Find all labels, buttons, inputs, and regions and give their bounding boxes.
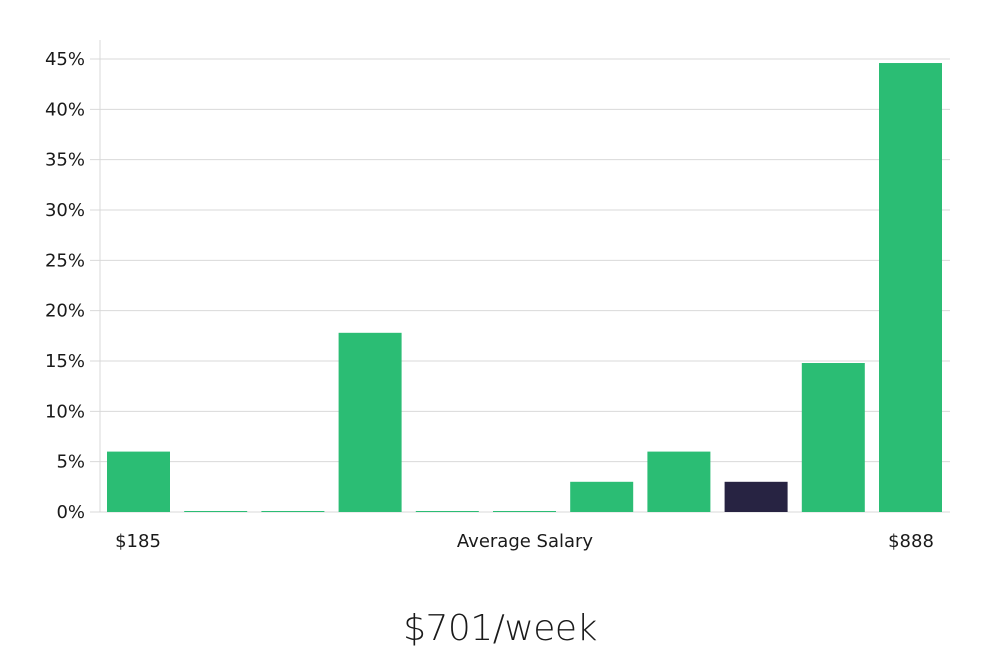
y-tick-label: 35% [45,150,85,171]
bar-highlighted [724,481,788,512]
bar [261,510,325,512]
x-axis-min-label: $185 [115,531,161,552]
x-axis-title: Average Salary [457,531,594,552]
bar [879,63,942,512]
y-axis-tick-labels: 0% 5% 10% 15% 20% 25% 30% 35% 40% 45% [45,49,85,523]
y-tick-label: 45% [45,49,85,70]
bar [570,481,634,512]
bar [415,510,479,512]
y-tick-label: 15% [45,351,85,372]
y-tick-label: 20% [45,301,85,322]
average-salary-headline: $701/week [403,608,597,649]
y-tick-label: 0% [56,502,85,523]
x-axis-max-label: $888 [888,531,934,552]
bar [801,363,865,512]
y-tick-label: 30% [45,200,85,221]
bar [647,451,711,512]
salary-histogram: 0% 5% 10% 15% 20% 25% 30% 35% 40% 45% $185 Averag… [45,40,950,552]
y-tick-label: 5% [56,452,85,473]
y-tick-label: 10% [45,401,85,422]
y-tick-label: 40% [45,99,85,120]
y-tick-label: 25% [45,250,85,271]
bar [184,510,248,512]
bar [338,332,402,512]
bar [493,510,556,512]
bar [107,451,170,512]
bars [107,63,942,512]
